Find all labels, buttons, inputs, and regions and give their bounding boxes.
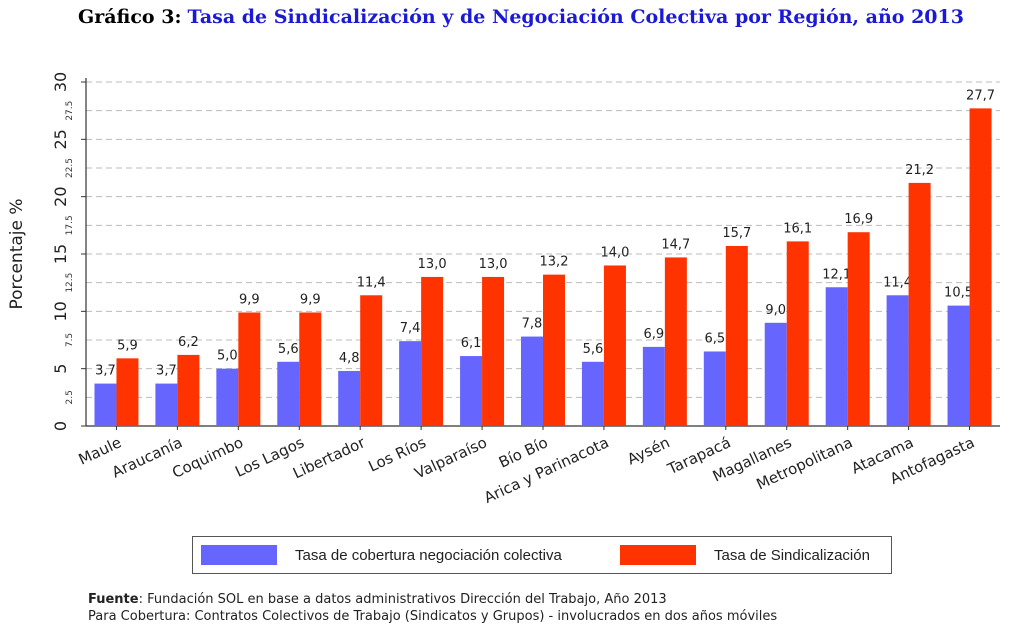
data-label-cobertura: 6,1 xyxy=(461,336,482,351)
bar-sindicalizacion xyxy=(786,241,809,426)
legend-label-cobertura: Tasa de cobertura negociación colectiva xyxy=(295,546,562,564)
data-label-sindicalizacion: 11,4 xyxy=(357,275,386,290)
data-label-sindicalizacion: 27,7 xyxy=(966,88,995,103)
y-tick-label: 20 xyxy=(51,186,70,206)
source-note: Fuente: Fundación SOL en base a datos ad… xyxy=(88,591,777,625)
data-label-sindicalizacion: 14,7 xyxy=(661,237,690,252)
bar-sindicalizacion xyxy=(482,276,505,426)
bar-sindicalizacion xyxy=(543,274,565,426)
bar-sindicalizacion xyxy=(969,108,992,426)
data-label-cobertura: 10,5 xyxy=(944,286,973,301)
bar-cobertura xyxy=(947,305,970,426)
data-label-cobertura: 5,0 xyxy=(217,349,238,364)
bar-cobertura xyxy=(764,322,787,426)
y-tick-label: 15 xyxy=(51,244,70,264)
bar-sindicalizacion xyxy=(116,358,139,426)
chart-title: Gráfico 3: Tasa de Sindicalización y de … xyxy=(78,6,964,28)
bar-sindicalizacion xyxy=(238,312,261,426)
bar-cobertura xyxy=(825,287,848,426)
data-label-cobertura: 5,6 xyxy=(583,342,604,357)
bar-cobertura xyxy=(338,370,361,426)
legend-item-sindicalizacion: Tasa de Sindicalización xyxy=(620,545,870,565)
y-tick-minor-label: 17.5 xyxy=(65,215,75,235)
data-label-cobertura: 12,1 xyxy=(822,267,851,282)
data-label-cobertura: 6,9 xyxy=(644,327,665,342)
data-label-sindicalizacion: 16,9 xyxy=(844,212,873,227)
bar-cobertura xyxy=(642,346,665,426)
bar-sindicalizacion xyxy=(847,232,870,426)
bar-cobertura xyxy=(460,356,483,426)
bar-cobertura xyxy=(703,351,726,426)
source-label: Fuente xyxy=(88,592,139,607)
y-tick-minor-label: 22.5 xyxy=(65,158,75,178)
bar-cobertura xyxy=(216,368,239,426)
y-tick-label: 10 xyxy=(51,301,70,321)
data-label-cobertura: 9,0 xyxy=(765,303,786,318)
x-tick-label: Coquimbo xyxy=(169,433,246,482)
data-label-sindicalizacion: 9,9 xyxy=(239,292,260,307)
bar-cobertura xyxy=(94,383,117,426)
bar-sindicalizacion xyxy=(360,295,383,426)
source-line-1: Fuente: Fundación SOL en base a datos ad… xyxy=(88,591,777,608)
data-label-sindicalizacion: 6,2 xyxy=(178,335,199,350)
data-label-sindicalizacion: 16,1 xyxy=(783,221,812,236)
y-tick-minor-label: 27.5 xyxy=(65,101,75,121)
data-label-sindicalizacion: 21,2 xyxy=(905,163,934,178)
data-label-sindicalizacion: 13,0 xyxy=(418,257,447,272)
data-label-cobertura: 7,4 xyxy=(400,321,421,336)
source-text: : Fundación SOL en base a datos administ… xyxy=(138,592,667,607)
bar-cobertura xyxy=(521,336,543,426)
y-tick-label: 5 xyxy=(51,364,70,374)
data-label-cobertura: 3,7 xyxy=(95,364,116,379)
bar-sindicalizacion xyxy=(421,276,444,426)
bar-cobertura xyxy=(155,383,178,426)
y-tick-label: 30 xyxy=(51,72,70,92)
data-label-cobertura: 5,6 xyxy=(278,342,299,357)
data-label-sindicalizacion: 13,0 xyxy=(479,257,508,272)
bar-cobertura xyxy=(399,341,422,426)
y-tick-label: 0 xyxy=(51,421,70,431)
source-line-2: Para Cobertura: Contratos Colectivos de … xyxy=(88,609,778,624)
y-tick-minor-label: 2.5 xyxy=(65,390,75,404)
data-label-sindicalizacion: 13,2 xyxy=(540,255,569,270)
chart-legend: Tasa de cobertura negociación colectiva … xyxy=(192,536,892,574)
bar-sindicalizacion xyxy=(725,245,748,426)
bar-cobertura xyxy=(581,361,604,426)
data-label-sindicalizacion: 15,7 xyxy=(722,226,751,241)
data-label-cobertura: 4,8 xyxy=(339,351,360,366)
data-label-sindicalizacion: 9,9 xyxy=(300,292,321,307)
data-label-cobertura: 3,7 xyxy=(156,364,177,379)
bar-sindicalizacion xyxy=(177,354,200,426)
legend-item-cobertura: Tasa de cobertura negociación colectiva xyxy=(201,545,562,565)
y-axis-label: Porcentaje % xyxy=(7,198,27,309)
chart-title-main: Tasa de Sindicalización y de Negociación… xyxy=(187,6,964,28)
legend-swatch-cobertura xyxy=(201,545,277,565)
data-label-sindicalizacion: 14,0 xyxy=(600,245,629,260)
y-tick-minor-label: 7.5 xyxy=(65,333,75,347)
chart-title-prefix: Gráfico 3: xyxy=(78,6,182,28)
bar-sindicalizacion xyxy=(908,182,931,426)
data-label-sindicalizacion: 5,9 xyxy=(117,338,138,353)
bar-chart: 2.5 7.5 12.5 17.5 22.5 27.5 0 5 10 15 20 25 30 Porcen… xyxy=(7,72,1000,507)
bar-cobertura xyxy=(886,295,909,426)
bar-sindicalizacion xyxy=(603,265,626,426)
y-tick-label: 25 xyxy=(51,129,70,149)
data-label-cobertura: 11,4 xyxy=(883,275,912,290)
data-label-cobertura: 7,8 xyxy=(522,317,543,332)
legend-swatch-sindicalizacion xyxy=(620,545,696,565)
bar-cobertura xyxy=(277,361,300,426)
data-label-cobertura: 6,5 xyxy=(704,331,725,346)
y-tick-minor-label: 12.5 xyxy=(65,273,75,293)
bar-sindicalizacion xyxy=(664,257,687,426)
legend-label-sindicalizacion: Tasa de Sindicalización xyxy=(714,546,870,564)
bar-sindicalizacion xyxy=(299,312,322,426)
